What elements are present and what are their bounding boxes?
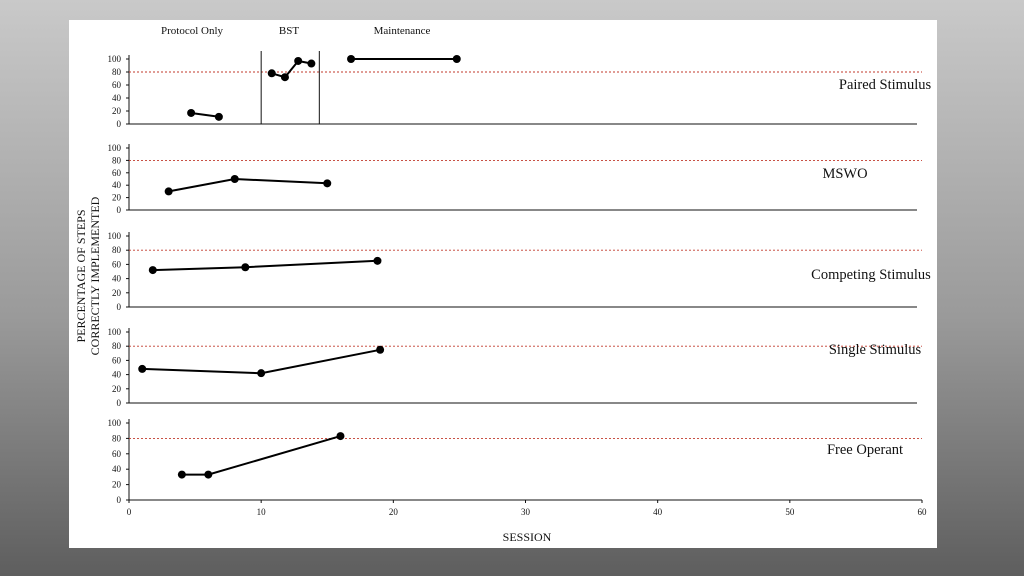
y-tick-label: 80 <box>112 155 122 165</box>
x-tick-label: 60 <box>918 507 928 517</box>
panel-single-stimulus: 0 20 40 60 80 100 Single Stimulus <box>108 327 922 408</box>
y-tick-label: 80 <box>112 67 122 77</box>
data-point <box>148 266 157 275</box>
y-tick-label: 60 <box>112 80 122 90</box>
panels: 0 20 40 60 80 100 Paired Stimulus 0 20 40 60 80 100 M… <box>108 51 932 505</box>
phase-label-maintenance: Maintenance <box>374 25 431 37</box>
data-point <box>267 69 276 78</box>
data-point <box>323 179 332 188</box>
y-tick-label: 0 <box>117 302 122 312</box>
data-point <box>204 470 213 479</box>
phase-label-bst: BST <box>279 25 299 37</box>
y-tick-label: 60 <box>112 449 122 459</box>
y-tick-label: 100 <box>108 54 122 64</box>
y-tick-label: 100 <box>108 231 122 241</box>
data-point <box>307 59 316 68</box>
y-axis-label-line-2: CORRECTLY IMPLEMENTED <box>88 196 102 355</box>
data-point <box>138 364 147 373</box>
y-tick-label: 60 <box>112 355 122 365</box>
data-point <box>164 187 173 196</box>
phase-label-protocol-only: Protocol Only <box>161 25 224 37</box>
x-tick-label: 10 <box>257 507 267 517</box>
y-tick-label: 80 <box>112 245 122 255</box>
slide: Protocol Only BST Maintenance 0 20 40 60 80 1… <box>69 20 937 548</box>
x-tick-label: 50 <box>785 507 795 517</box>
x-tick-label: 30 <box>521 507 531 517</box>
panel-label: Free Operant <box>827 442 903 458</box>
y-tick-label: 100 <box>108 418 122 428</box>
data-point <box>187 108 196 117</box>
data-point <box>336 432 345 441</box>
x-tick-label: 20 <box>389 507 399 517</box>
data-point <box>257 369 266 378</box>
y-tick-label: 20 <box>112 384 122 394</box>
series-line <box>181 435 341 476</box>
multi-panel-line-chart: Protocol Only BST Maintenance 0 20 40 60 80 1… <box>74 25 932 544</box>
y-tick-label: 100 <box>108 143 122 153</box>
data-point <box>347 55 356 63</box>
x-tick-label: 0 <box>127 507 132 517</box>
y-tick-label: 80 <box>112 341 122 351</box>
series-line <box>190 112 220 118</box>
series-line <box>168 177 328 193</box>
y-tick-label: 60 <box>112 259 122 269</box>
y-tick-label: 40 <box>112 274 122 284</box>
y-tick-label: 40 <box>112 370 122 380</box>
y-tick-label: 0 <box>117 205 122 215</box>
y-tick-label: 0 <box>117 495 122 505</box>
data-point <box>294 56 303 65</box>
data-point <box>376 345 385 354</box>
series-line <box>271 59 312 79</box>
phase-labels: Protocol Only BST Maintenance <box>161 25 431 37</box>
y-tick-label: 100 <box>108 327 122 337</box>
x-axis-title: SESSION <box>503 530 552 544</box>
y-tick-label: 40 <box>112 180 122 190</box>
x-tick-label: 40 <box>653 507 663 517</box>
panel-label: Paired Stimulus <box>839 77 932 93</box>
y-tick-label: 0 <box>117 119 122 129</box>
panel-label: Competing Stimulus <box>811 267 931 283</box>
panel-competing-stimulus: 0 20 40 60 80 100 Competing Stimulus <box>108 231 932 312</box>
y-tick-label: 20 <box>112 480 122 490</box>
y-tick-label: 20 <box>112 193 122 203</box>
data-point <box>241 263 250 272</box>
data-point <box>373 256 382 265</box>
data-point <box>177 470 186 479</box>
panel-paired-stimulus: 0 20 40 60 80 100 Paired Stimulus <box>108 51 932 129</box>
data-point <box>230 175 239 183</box>
y-tick-label: 40 <box>112 93 122 103</box>
y-tick-label: 80 <box>112 433 122 443</box>
y-tick-label: 20 <box>112 288 122 298</box>
y-axis-label-line-1: PERCENTAGE OF STEPS <box>74 209 88 342</box>
data-point <box>452 55 461 63</box>
y-tick-label: 60 <box>112 168 122 178</box>
y-tick-label: 40 <box>112 464 122 474</box>
panel-label: MSWO <box>822 166 867 182</box>
panel-mswo: 0 20 40 60 80 100 MSWO <box>108 143 922 215</box>
y-tick-label: 0 <box>117 398 122 408</box>
series-line <box>152 259 378 272</box>
data-point <box>280 73 289 82</box>
y-tick-label: 20 <box>112 106 122 116</box>
panel-label: Single Stimulus <box>829 342 922 358</box>
data-point <box>214 112 223 121</box>
panel-free-operant: 0 20 40 60 80 100 Free Operant <box>108 418 922 505</box>
